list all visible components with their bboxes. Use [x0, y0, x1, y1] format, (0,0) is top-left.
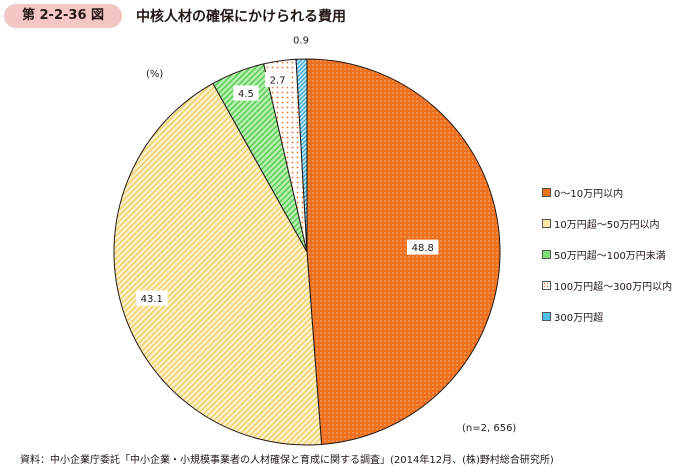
data-label: 0.9 [293, 35, 309, 46]
data-label: 4.5 [238, 89, 254, 100]
legend-label: 50万円超～100万円未満 [554, 251, 666, 262]
data-label-box [406, 239, 439, 255]
data-label-box [135, 290, 168, 306]
legend-swatch [542, 219, 551, 228]
data-label-box [264, 72, 291, 88]
data-label: 2.7 [270, 76, 286, 87]
legend-label: 0～10万円以内 [554, 189, 624, 200]
unit-label: (%) [146, 69, 164, 80]
legend-swatch [542, 188, 551, 197]
chart-title: 中核人材の確保にかけられる費用 [136, 9, 346, 25]
legend-label: 10万円超～50万円以内 [554, 220, 660, 231]
legend-swatch [542, 312, 551, 321]
legend-swatch [542, 250, 551, 259]
legend-label: 300万円超 [554, 313, 604, 324]
legend-item: 100万円超～300万円以内 [542, 270, 672, 301]
data-label: 43.1 [141, 294, 163, 305]
legend-item: 300万円超 [542, 301, 672, 332]
legend-swatch [542, 281, 551, 290]
figure-number-badge: 第 2-2-36 図 [4, 4, 122, 28]
legend-item: 0～10万円以内 [542, 177, 672, 208]
pie-slice [306, 58, 501, 445]
legend-item: 50万円超～100万円未満 [542, 239, 672, 270]
sample-size-label: (n=2, 656) [462, 423, 517, 434]
legend-item: 10万円超～50万円以内 [542, 208, 672, 239]
pie-slice [113, 82, 323, 446]
legend-label: 100万円超～300万円以内 [554, 282, 673, 293]
source-note: 資料：中小企業庁委託「中小企業・小規模事業者の人材確保と育成に関する調査」(20… [20, 455, 554, 466]
chart-legend: 0～10万円以内 10万円超～50万円以内 50万円超～100万円未満 100万円超～… [542, 177, 672, 332]
data-label: 48.8 [412, 243, 434, 254]
data-label-box [233, 85, 259, 101]
pie-slice [295, 58, 308, 253]
